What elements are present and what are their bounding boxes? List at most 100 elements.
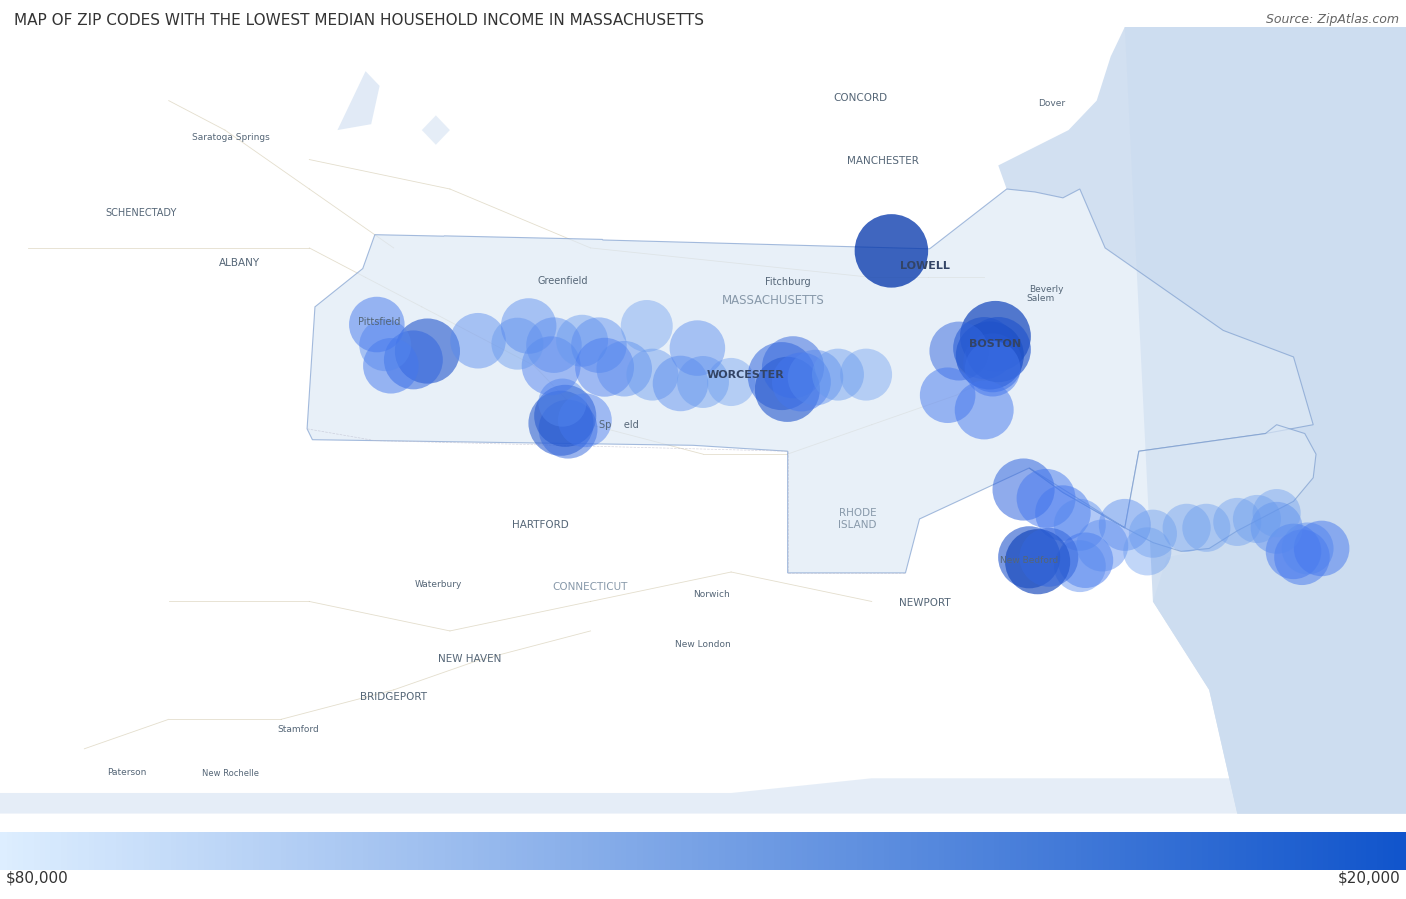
- Point: [574, 413, 596, 427]
- Text: MASSACHUSETTS: MASSACHUSETTS: [721, 295, 825, 307]
- Text: WORCESTER: WORCESTER: [706, 370, 785, 380]
- Point: [1195, 521, 1218, 535]
- Point: [880, 244, 903, 258]
- Point: [1310, 541, 1333, 556]
- Polygon shape: [0, 779, 1406, 814]
- Text: Sp    eld: Sp eld: [599, 421, 638, 431]
- Point: [790, 375, 813, 389]
- Text: MAP OF ZIP CODES WITH THE LOWEST MEDIAN HOUSEHOLD INCOME IN MASSACHUSETTS: MAP OF ZIP CODES WITH THE LOWEST MEDIAN …: [14, 13, 704, 29]
- Point: [692, 375, 714, 389]
- Point: [1114, 518, 1136, 532]
- Point: [1175, 521, 1198, 535]
- Point: [1026, 555, 1049, 569]
- Point: [827, 368, 849, 382]
- Text: Stamford: Stamford: [277, 725, 319, 734]
- Text: Salem: Salem: [1026, 293, 1054, 303]
- Text: Source: ZipAtlas.com: Source: ZipAtlas.com: [1265, 13, 1399, 26]
- Point: [669, 377, 692, 391]
- Text: NEW HAVEN: NEW HAVEN: [437, 654, 502, 664]
- Point: [506, 336, 529, 351]
- Point: [1282, 544, 1305, 558]
- Point: [973, 341, 995, 355]
- Point: [1226, 515, 1249, 530]
- Point: [981, 361, 1004, 376]
- Point: [588, 338, 610, 352]
- Point: [1265, 506, 1288, 521]
- Point: [981, 356, 1004, 370]
- Point: [467, 334, 489, 348]
- Text: NEWPORT: NEWPORT: [900, 598, 950, 608]
- Polygon shape: [1029, 424, 1316, 551]
- Text: ALBANY: ALBANY: [218, 258, 260, 268]
- Point: [936, 388, 959, 403]
- Text: Fitchburg: Fitchburg: [765, 277, 810, 287]
- Point: [517, 319, 540, 334]
- Point: [1074, 553, 1097, 567]
- Point: [374, 338, 396, 352]
- Text: RHODE
ISLAND: RHODE ISLAND: [838, 508, 877, 530]
- Point: [380, 359, 402, 373]
- Point: [1012, 483, 1035, 497]
- Point: [1052, 506, 1074, 521]
- Point: [1246, 512, 1268, 526]
- Text: MANCHESTER: MANCHESTER: [846, 156, 920, 166]
- Point: [540, 359, 562, 373]
- Point: [948, 343, 970, 358]
- Point: [1091, 539, 1114, 553]
- Text: New Bedford: New Bedford: [1000, 556, 1059, 565]
- Point: [402, 352, 425, 367]
- Text: Greenfield: Greenfield: [537, 276, 588, 286]
- Text: New London: New London: [675, 640, 731, 649]
- Text: Paterson: Paterson: [107, 768, 146, 777]
- Text: CONCORD: CONCORD: [834, 93, 887, 103]
- Point: [636, 319, 658, 334]
- Text: $80,000: $80,000: [6, 870, 69, 886]
- Point: [686, 341, 709, 355]
- Text: LOWELL: LOWELL: [900, 262, 950, 271]
- Point: [720, 375, 742, 389]
- Point: [987, 343, 1010, 357]
- Text: Dover: Dover: [1038, 99, 1066, 108]
- Point: [416, 343, 439, 358]
- Point: [1035, 491, 1057, 505]
- Text: SCHENECTADY: SCHENECTADY: [105, 208, 176, 218]
- Text: CONNECTICUT: CONNECTICUT: [553, 582, 628, 592]
- Point: [1265, 521, 1288, 535]
- Point: [1069, 518, 1091, 532]
- Point: [984, 329, 1007, 343]
- Polygon shape: [337, 71, 380, 130]
- Point: [554, 409, 576, 423]
- Point: [613, 361, 636, 376]
- Point: [641, 368, 664, 382]
- Point: [593, 360, 616, 375]
- Point: [855, 368, 877, 382]
- Point: [770, 369, 793, 383]
- Point: [550, 416, 572, 431]
- Point: [782, 360, 804, 375]
- Text: HARTFORD: HARTFORD: [512, 520, 568, 530]
- Point: [557, 422, 579, 436]
- Point: [571, 334, 593, 348]
- Point: [1038, 550, 1060, 565]
- Point: [776, 382, 799, 396]
- Point: [973, 403, 995, 417]
- Point: [804, 370, 827, 385]
- Point: [551, 396, 574, 410]
- Text: Beverly: Beverly: [1029, 285, 1063, 294]
- Text: New Rochelle: New Rochelle: [202, 770, 259, 779]
- Text: BRIDGEPORT: BRIDGEPORT: [360, 692, 427, 702]
- Text: Waterbury: Waterbury: [415, 580, 463, 589]
- Polygon shape: [1125, 27, 1406, 814]
- Point: [543, 338, 565, 352]
- Text: Norwich: Norwich: [693, 591, 730, 600]
- Point: [1136, 544, 1159, 558]
- Point: [366, 317, 388, 332]
- Polygon shape: [998, 27, 1406, 814]
- Point: [1018, 550, 1040, 565]
- Text: Pittsfield: Pittsfield: [359, 316, 401, 326]
- Polygon shape: [307, 189, 1313, 573]
- Text: BOSTON: BOSTON: [969, 339, 1022, 349]
- Point: [979, 348, 1001, 362]
- Point: [1069, 559, 1091, 574]
- Point: [1142, 527, 1164, 541]
